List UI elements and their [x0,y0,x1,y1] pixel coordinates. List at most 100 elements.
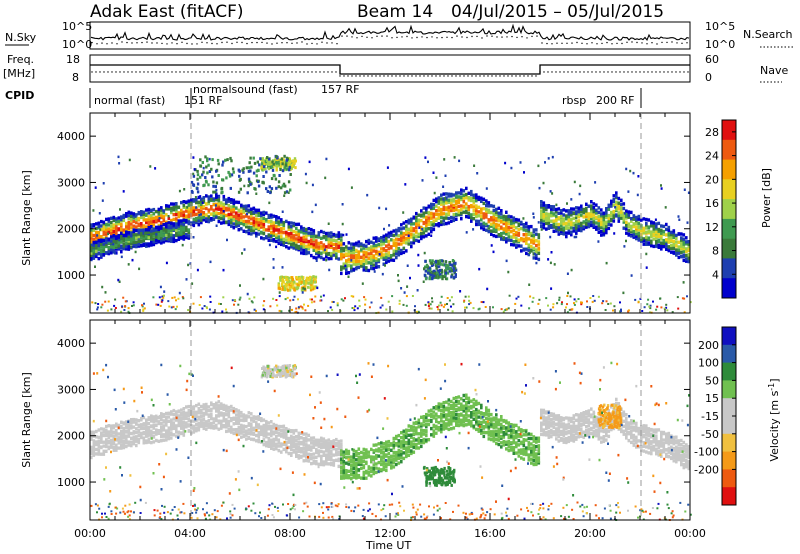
range-cell [327,310,329,313]
range-cell [247,177,251,181]
range-cell [313,280,317,284]
range-cell [360,242,363,246]
range-cell [367,256,371,260]
range-cell [262,438,266,442]
range-cell [245,222,248,226]
range-cell [135,243,138,248]
range-cell [140,224,143,228]
range-cell [577,221,581,226]
range-cell [472,217,476,221]
range-cell [163,290,166,293]
range-cell [625,223,628,227]
range-cell [510,219,513,223]
range-cell [217,216,221,220]
range-cell [420,218,423,223]
nsearch-point [231,42,233,45]
range-cell [107,217,111,221]
range-cell [122,215,126,219]
range-cell [145,418,148,422]
range-cell [422,227,426,231]
range-cell [110,438,113,443]
range-cell [300,241,303,246]
range-cell [302,443,306,447]
range-cell [127,422,131,426]
range-cell [225,409,228,413]
range-cell [187,202,191,206]
colorbar-swatch [722,199,736,220]
range-cell [195,429,198,433]
range-cell [342,242,346,246]
range-cell [157,416,161,420]
range-cell [187,234,191,238]
range-cell [257,226,261,231]
range-cell [465,206,468,210]
range-cell [315,239,318,243]
nsearch-point [166,43,168,45]
nave-point [515,75,517,77]
range-cell [372,243,376,248]
range-cell [120,440,123,444]
range-cell [192,174,196,178]
nsearch-point [111,42,113,44]
range-cell [283,288,287,292]
nave-point [491,75,493,77]
range-cell [357,265,361,270]
range-cell [150,208,153,212]
range-cell [325,462,328,466]
range-cell [297,449,301,454]
range-cell [332,247,336,251]
range-cell [385,244,388,248]
range-cell [528,307,531,310]
range-cell [157,223,161,228]
range-cell [542,219,546,223]
range-cell [562,232,566,236]
nave-point [95,71,97,73]
range-cell [425,206,428,211]
range-cell [529,295,532,298]
range-cell [680,238,683,242]
range-cell [117,234,121,238]
range-cell [304,309,307,312]
range-cell [357,244,361,248]
range-cell [322,250,326,254]
range-cell [549,308,552,311]
range-cell [262,168,265,172]
range-cell [445,216,448,220]
range-cell [525,225,528,229]
range-cell [135,225,138,229]
range-cell [260,431,263,435]
range-cell [400,233,403,237]
range-cell [405,236,408,241]
range-cell [210,421,213,426]
range-cell [132,240,136,245]
range-cell [285,287,288,291]
range-cell [192,430,196,434]
range-cell [303,303,305,306]
nave-point [459,75,461,77]
range-cell [257,426,261,430]
range-cell [215,414,218,418]
range-cell [682,242,686,246]
range-cell [255,421,258,425]
range-cell [472,199,476,203]
range-cell [297,433,301,438]
range-cell [277,283,280,287]
range-cell [122,436,126,440]
range-cell [165,415,168,419]
range-cell [120,310,123,313]
colorbar-swatch [722,238,736,259]
range-cell [424,269,427,273]
colorbar-swatch [722,218,736,240]
range-cell [277,438,281,442]
range-cell [395,231,398,236]
range-cell [612,203,616,207]
range-cell [443,158,446,161]
range-cell [360,248,363,252]
nave-point [543,71,545,73]
range-cell [637,237,641,241]
range-cell [375,252,378,256]
range-cell [130,211,133,215]
range-cell [570,222,573,227]
range-cell [132,425,136,429]
nsearch-point [406,35,408,38]
